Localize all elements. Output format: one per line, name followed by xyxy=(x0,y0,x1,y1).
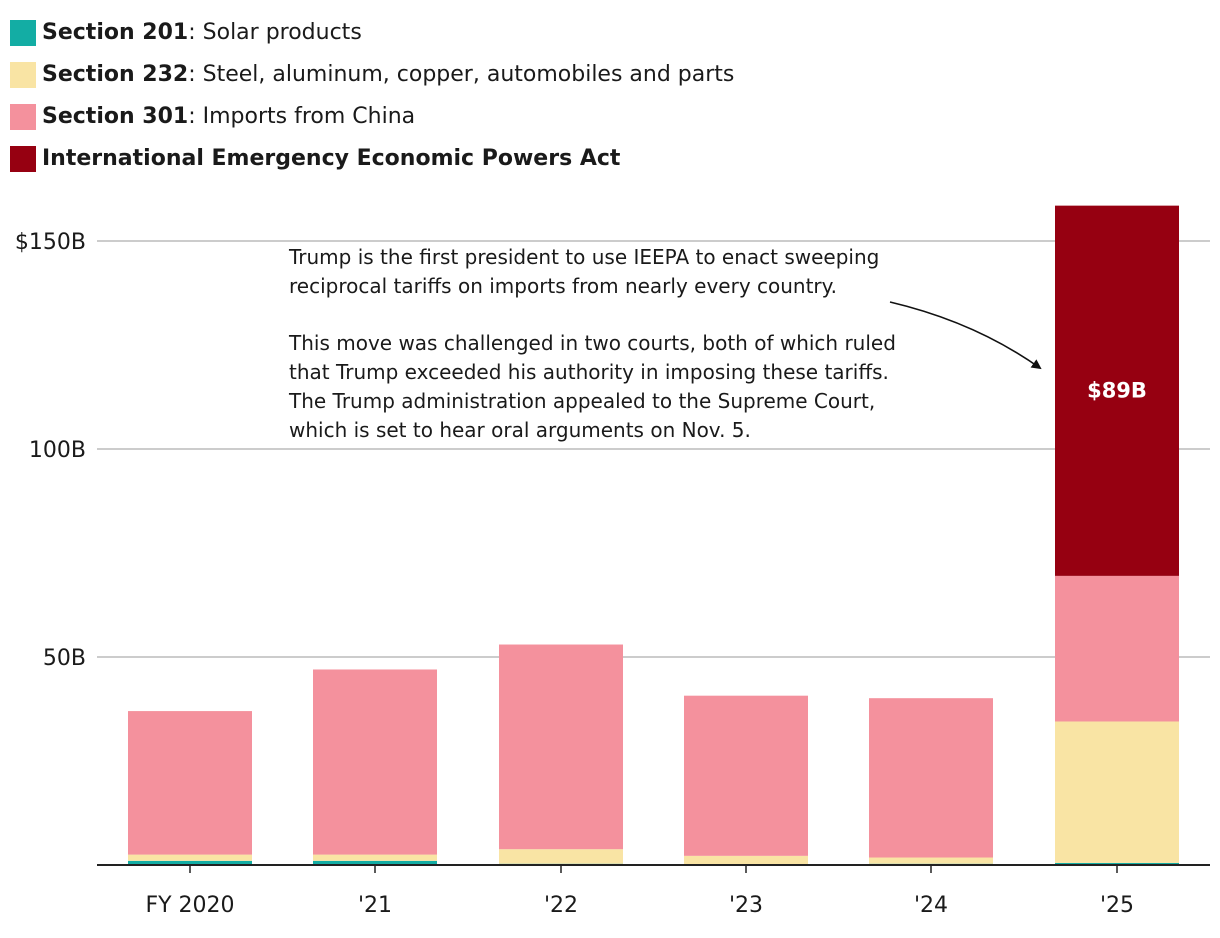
legend-swatch-section-301 xyxy=(10,104,36,130)
legend-label-section-201: Section 201: Solar products xyxy=(42,20,362,45)
y-tick-label-50: 50B xyxy=(43,646,86,671)
legend-label-section-301: Section 301: Imports from China xyxy=(42,104,416,129)
annotation-paragraph-1: Trump is the first president to use IEEP… xyxy=(289,245,880,298)
bar-22-section-301-im xyxy=(499,644,623,850)
annotation-paragraph-2: This move was challenged in two courts, … xyxy=(289,331,896,442)
x-tick-label-22: '22 xyxy=(544,893,578,918)
bar-25-section-232-st xyxy=(1055,721,1179,863)
x-tick-label-23: '23 xyxy=(729,893,763,918)
bar-25-section-301-im xyxy=(1055,575,1179,722)
legend-item-ieepa: International Emergency Economic Powers … xyxy=(10,138,734,180)
bar-24-section-232-st xyxy=(869,857,993,864)
x-tick-label-24: '24 xyxy=(914,893,948,918)
legend-label-section-232: Section 232: Steel, aluminum, copper, au… xyxy=(42,62,735,87)
legend-item-section-301: Section 301: Imports from China xyxy=(10,96,734,138)
bar-23-section-232-st xyxy=(684,855,808,865)
legend-item-section-232: Section 232: Steel, aluminum, copper, au… xyxy=(10,54,734,96)
bar-22-section-232-st xyxy=(499,849,623,864)
annotation-arrow xyxy=(889,301,1042,370)
legend: Section 201: Solar products Section 232:… xyxy=(10,12,734,180)
legend-label-ieepa: International Emergency Economic Powers … xyxy=(42,146,621,171)
bar-25-international- xyxy=(1055,205,1179,576)
bar-24-section-301-im xyxy=(869,698,993,858)
legend-swatch-ieepa xyxy=(10,146,36,172)
bar-21-section-232-st xyxy=(313,854,437,861)
legend-item-section-201: Section 201: Solar products xyxy=(10,12,734,54)
bar-fy-2020-section-232-st xyxy=(128,854,252,861)
legend-swatch-section-201 xyxy=(10,20,36,46)
bar-25-section-201-so xyxy=(1055,862,1179,865)
chart-annotation: Trump is the first president to use IEEP… xyxy=(289,243,909,473)
bar-23-section-301-im xyxy=(684,695,808,856)
x-tick-label-21: '21 xyxy=(358,893,392,918)
x-tick-label-fy-2020: FY 2020 xyxy=(145,893,234,918)
data-label-ieepa-25: $89B xyxy=(1087,379,1147,403)
bar-fy-2020-section-201-so xyxy=(128,860,252,865)
y-tick-label-100: 100B xyxy=(29,438,86,463)
bar-21-section-201-so xyxy=(313,860,437,865)
legend-swatch-section-232 xyxy=(10,62,36,88)
x-tick-label-25: '25 xyxy=(1100,893,1134,918)
bar-fy-2020-section-301-im xyxy=(128,711,252,855)
bar-21-section-301-im xyxy=(313,669,437,855)
y-tick-label-150: $150B xyxy=(15,230,86,255)
